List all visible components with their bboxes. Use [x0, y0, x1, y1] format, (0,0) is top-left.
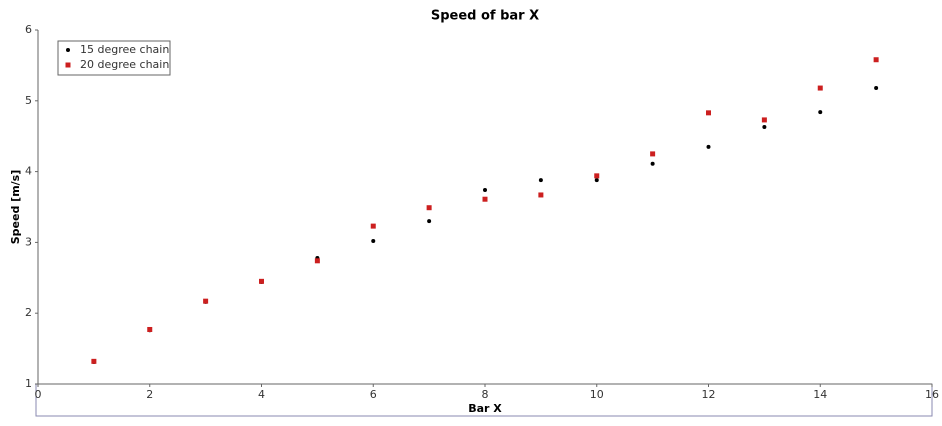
point	[370, 223, 376, 229]
point	[706, 144, 711, 149]
point	[762, 124, 767, 129]
x-tick-label: 12	[702, 388, 716, 401]
legend-label: 15 degree chain	[80, 43, 169, 56]
point	[817, 85, 823, 91]
point	[482, 196, 488, 202]
point	[594, 173, 600, 179]
y-tick-label: 5	[25, 94, 32, 107]
x-tick-label: 8	[482, 388, 489, 401]
point	[147, 326, 153, 332]
y-tick-label: 2	[25, 306, 32, 319]
x-tick-label: 6	[370, 388, 377, 401]
point	[483, 188, 487, 193]
x-tick-label: 16	[925, 388, 939, 401]
legend-marker	[65, 62, 71, 68]
point	[427, 219, 432, 224]
legend-marker	[66, 48, 70, 52]
y-tick-label: 4	[25, 165, 32, 178]
y-tick-label: 3	[25, 235, 32, 248]
point	[91, 358, 97, 364]
x-tick-label: 2	[146, 388, 153, 401]
point	[426, 205, 432, 211]
point	[594, 178, 599, 183]
point	[761, 117, 767, 123]
chart-title: Speed of bar X	[431, 9, 539, 24]
y-tick-label: 1	[25, 377, 32, 390]
legend-label: 20 degree chain	[80, 58, 169, 71]
point	[650, 161, 655, 166]
point	[203, 298, 209, 304]
point	[706, 110, 711, 116]
x-tick-label: 0	[35, 388, 42, 401]
x-tick-label: 10	[590, 388, 604, 401]
point	[650, 151, 656, 157]
y-tick-label: 6	[25, 23, 32, 36]
point	[538, 178, 543, 183]
point	[259, 278, 264, 284]
legend-box	[57, 40, 171, 76]
point	[371, 238, 376, 243]
point	[818, 110, 823, 115]
point	[873, 57, 879, 63]
x-tick-label: 14	[813, 388, 827, 401]
y-axis-label: Speed [m/s]	[9, 170, 22, 245]
point	[314, 258, 320, 264]
point	[538, 192, 544, 198]
x-tick-label: 4	[258, 388, 265, 401]
x-axis-label: Bar X	[468, 402, 502, 415]
point	[874, 86, 879, 91]
